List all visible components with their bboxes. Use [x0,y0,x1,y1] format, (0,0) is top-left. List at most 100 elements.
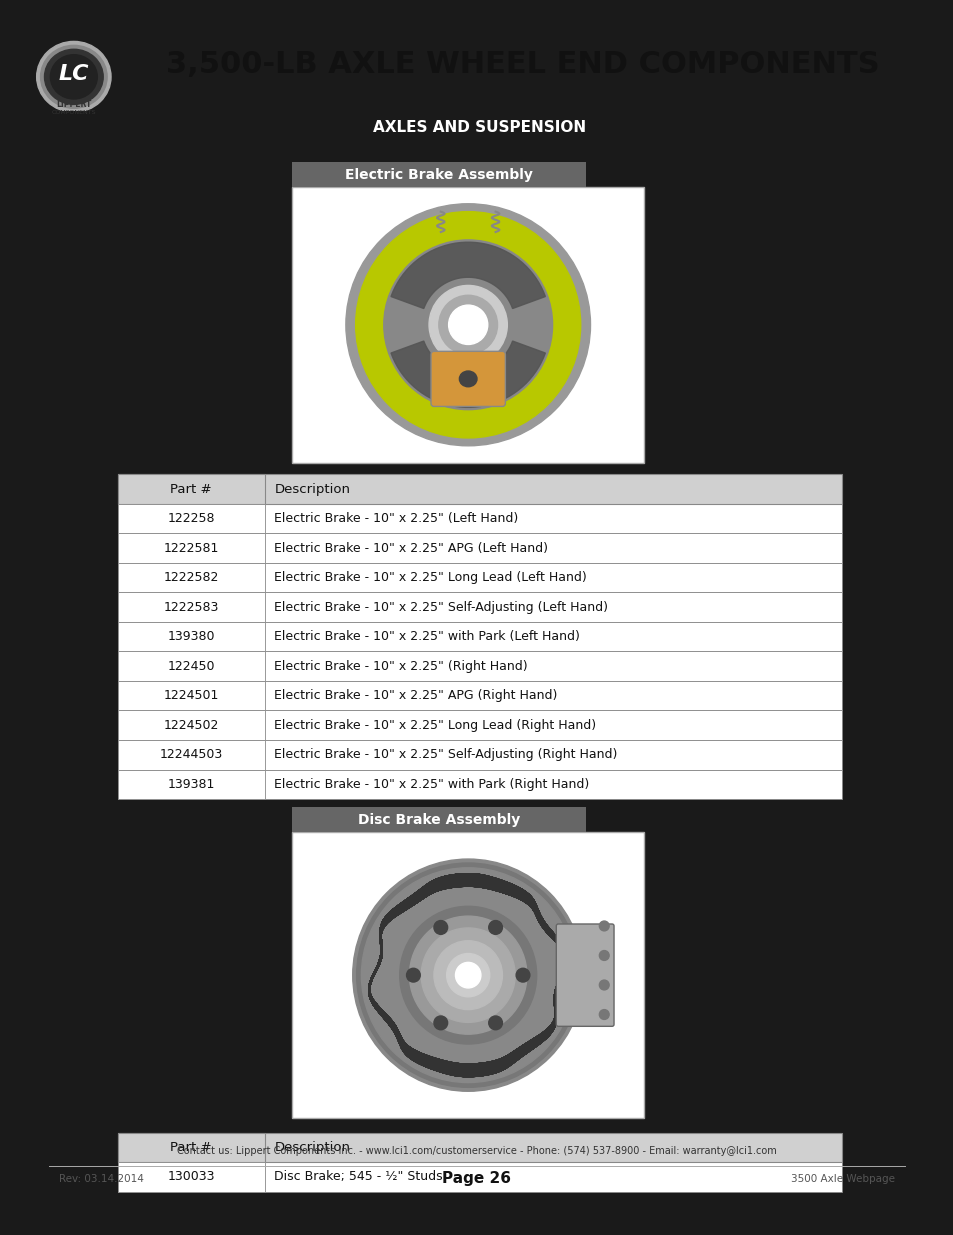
Bar [118,710,264,740]
Bar [118,504,841,534]
Ellipse shape [459,370,476,387]
Text: Page 26: Page 26 [442,1171,511,1187]
Text: 1222581: 1222581 [163,542,219,555]
Bar [118,534,841,563]
Ellipse shape [41,46,107,109]
Text: Disc Brake Assembly: Disc Brake Assembly [357,813,519,826]
Text: Electric Brake - 10" x 2.25" APG (Left Hand): Electric Brake - 10" x 2.25" APG (Left H… [274,542,548,555]
Ellipse shape [45,49,103,105]
Bar [118,740,264,769]
Bar [118,593,264,622]
Text: LC: LC [58,64,89,84]
Bar [118,504,264,534]
Text: Electric Brake - 10" x 2.25" Self-Adjusting (Right Hand): Electric Brake - 10" x 2.25" Self-Adjust… [274,748,618,761]
Text: 1224501: 1224501 [163,689,219,703]
Text: 12244503: 12244503 [159,748,223,761]
Text: Electric Brake - 10" x 2.25" (Left Hand): Electric Brake - 10" x 2.25" (Left Hand) [274,513,518,525]
Ellipse shape [355,211,580,438]
Text: Electric Brake - 10" x 2.25" with Park (Right Hand): Electric Brake - 10" x 2.25" with Park (… [274,778,589,790]
Text: Part #: Part # [171,483,212,495]
Ellipse shape [434,920,447,935]
Ellipse shape [356,863,579,1087]
Ellipse shape [353,860,583,1092]
Text: Electric Brake - 10" x 2.25" Self-Adjusting (Left Hand): Electric Brake - 10" x 2.25" Self-Adjust… [274,600,608,614]
Bar [292,832,643,1118]
FancyBboxPatch shape [431,351,505,406]
Bar [118,563,841,593]
Bar [20,143,933,144]
FancyBboxPatch shape [556,924,614,1026]
Bar [118,1132,841,1162]
Ellipse shape [598,921,609,931]
Ellipse shape [598,951,609,961]
Bar [118,769,841,799]
Polygon shape [391,341,545,408]
Bar [292,163,585,186]
Ellipse shape [448,305,487,345]
Ellipse shape [429,285,507,364]
Ellipse shape [421,927,515,1023]
Ellipse shape [36,42,111,112]
Bar [118,651,841,680]
Text: Electric Brake - 10" x 2.25" APG (Right Hand): Electric Brake - 10" x 2.25" APG (Right … [274,689,558,703]
Bar [118,593,841,622]
Ellipse shape [346,204,590,446]
Text: 122258: 122258 [168,513,214,525]
Text: LIPPERT: LIPPERT [56,100,91,109]
Text: Description: Description [274,483,350,495]
Ellipse shape [516,968,529,982]
Bar [118,622,264,651]
Text: 139381: 139381 [168,778,214,790]
Bar [292,186,643,463]
Ellipse shape [406,968,420,982]
Text: 122450: 122450 [168,659,214,673]
Text: Electric Brake - 10" x 2.25" with Park (Left Hand): Electric Brake - 10" x 2.25" with Park (… [274,630,579,643]
Ellipse shape [434,941,502,1009]
Ellipse shape [361,868,575,1083]
Bar [292,806,585,832]
Bar [118,1162,841,1192]
Bar [118,474,264,504]
Bar [118,740,841,769]
Text: 1224502: 1224502 [163,719,219,732]
Text: Electric Brake - 10" x 2.25" Long Lead (Left Hand): Electric Brake - 10" x 2.25" Long Lead (… [274,571,587,584]
Text: 139380: 139380 [168,630,214,643]
Ellipse shape [438,295,497,354]
Text: Rev: 03.14.2014: Rev: 03.14.2014 [59,1173,144,1184]
Text: Electric Brake - 10" x 2.25" Long Lead (Right Hand): Electric Brake - 10" x 2.25" Long Lead (… [274,719,596,732]
Bar [118,680,841,710]
Bar [20,20,933,37]
Bar [284,114,675,143]
Ellipse shape [488,920,502,935]
Ellipse shape [409,916,526,1034]
Bar [20,111,933,114]
Text: COMPONENTS: COMPONENTS [51,110,96,115]
Bar [118,680,264,710]
Ellipse shape [488,1016,502,1030]
Text: Electric Brake Assembly: Electric Brake Assembly [345,168,532,182]
Text: Part #: Part # [171,1141,212,1153]
Ellipse shape [383,240,552,410]
Text: Disc Brake; 545 - ½" Studs: Disc Brake; 545 - ½" Studs [274,1171,442,1183]
Bar [118,710,841,740]
Ellipse shape [51,54,97,99]
Text: 3500 Axle Webpage: 3500 Axle Webpage [790,1173,894,1184]
Bar [118,1162,264,1192]
Bar [20,1208,933,1215]
Ellipse shape [399,906,537,1044]
Text: 1222583: 1222583 [163,600,219,614]
Text: 130033: 130033 [168,1171,214,1183]
Ellipse shape [434,1016,447,1030]
Ellipse shape [598,981,609,990]
Bar [118,474,841,504]
Text: Description: Description [274,1141,350,1153]
Text: 3,500-LB AXLE WHEEL END COMPONENTS: 3,500-LB AXLE WHEEL END COMPONENTS [166,49,879,79]
Bar [118,534,264,563]
Ellipse shape [598,1009,609,1019]
Bar [118,563,264,593]
Ellipse shape [455,962,480,988]
Text: Electric Brake - 10" x 2.25" (Right Hand): Electric Brake - 10" x 2.25" (Right Hand… [274,659,528,673]
Bar [118,622,841,651]
Polygon shape [391,242,545,309]
Ellipse shape [446,953,489,997]
